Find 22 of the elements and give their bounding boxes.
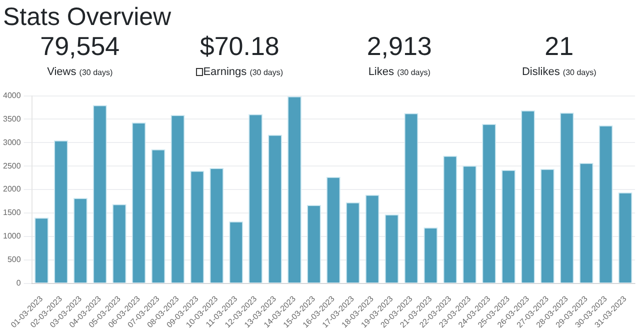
text: (30 days) xyxy=(79,68,113,77)
y-tick-label: 0 xyxy=(16,278,22,288)
y-tick-label: 1500 xyxy=(3,208,22,218)
text: 79,554 xyxy=(39,31,121,61)
y-tick-label: 3500 xyxy=(3,114,22,124)
y-tick-label: 1000 xyxy=(3,232,22,241)
y-tick-label: 4000 xyxy=(3,91,22,100)
y-tick-label: 2500 xyxy=(3,161,22,170)
y-tick-label: 500 xyxy=(7,255,22,264)
text: Likes xyxy=(368,66,394,78)
text: 21 xyxy=(544,31,575,61)
text: Views xyxy=(47,66,76,78)
text: Earnings xyxy=(203,66,247,78)
text: Dislikes xyxy=(522,66,560,78)
text: 2,913 xyxy=(366,31,433,61)
y-tick-label: 2000 xyxy=(3,184,22,194)
text: (30 days) xyxy=(397,68,430,77)
text: (30 days) xyxy=(562,68,596,77)
text: Stats Overview xyxy=(2,2,172,32)
text: (30 days) xyxy=(250,68,284,77)
text: $70.18 xyxy=(198,31,280,61)
y-tick-label: 3000 xyxy=(3,138,22,147)
